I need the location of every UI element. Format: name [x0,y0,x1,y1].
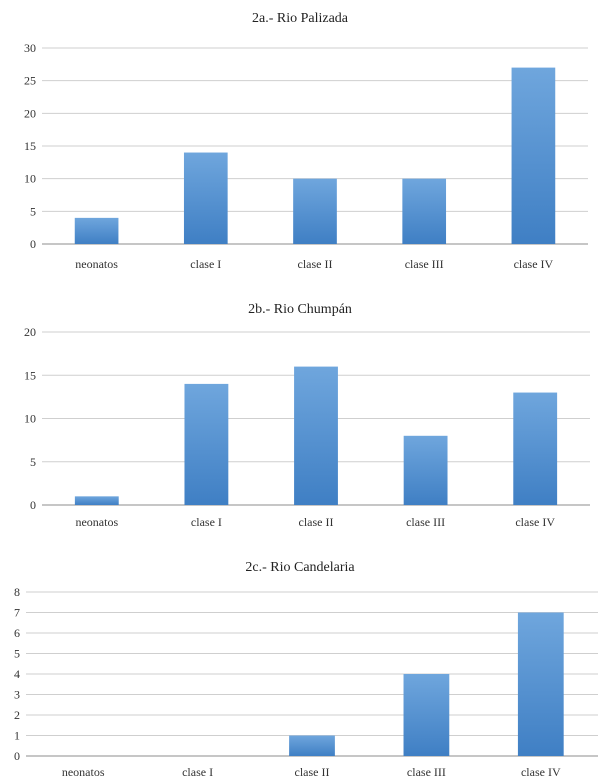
x-tick-label: clase III [405,257,444,271]
y-tick-label: 6 [14,626,20,640]
y-tick-label: 4 [14,667,20,681]
x-tick-label: clase IV [515,515,555,529]
chart-title-chumpan: 2b.- Rio Chumpán [248,302,352,317]
bars-palizada [74,67,556,244]
x-tick-label: clase III [406,515,445,529]
y-tick-label: 1 [14,729,20,743]
bar-neonatos [74,217,119,244]
bar-clase-iv [511,67,556,244]
y-tick-label: 20 [24,325,36,339]
bar-clase-i [183,152,228,244]
x-tick-label: clase II [299,515,334,529]
y-tick-label: 7 [14,606,20,620]
y-tick-label: 10 [24,412,36,426]
y-ticks-candelaria: 0 1 2 3 4 5 6 7 8 [14,585,598,763]
x-tick-label: clase I [191,515,222,529]
bar-clase-ii [289,735,335,756]
bar-clase-i [184,383,229,505]
bar-clase-iii [403,435,448,505]
y-tick-label: 10 [24,172,36,186]
y-tick-label: 5 [30,455,36,469]
x-tick-label: clase I [182,765,213,779]
y-tick-label: 25 [24,74,36,88]
bar-clase-iv [513,392,558,505]
chart-title-palizada: 2a.- Rio Palizada [252,11,349,26]
y-tick-label: 0 [14,749,20,763]
x-tick-label: neonatos [75,515,118,529]
y-tick-label: 2 [14,708,20,722]
chart-rio-palizada: 2a.- Rio Palizada 0 5 10 15 20 25 30 neonatos c… [24,11,588,271]
bars-chumpan [74,366,558,505]
y-tick-label: 5 [14,647,20,661]
bar-clase-iv [517,612,564,756]
bar-clase-iii [402,178,447,244]
x-tick-label: clase I [190,257,221,271]
y-tick-label: 0 [30,237,36,251]
y-tick-label: 20 [24,106,36,120]
y-tick-label: 15 [24,139,36,153]
x-tick-label: neonatos [62,765,105,779]
x-tick-label: clase IV [514,257,554,271]
x-tick-label: clase II [298,257,333,271]
x-labels-candelaria: neonatos clase I clase II clase III clase IV [62,765,561,779]
bar-clase-ii [294,366,338,505]
y-tick-label: 8 [14,585,20,599]
x-tick-label: clase II [295,765,330,779]
bar-clase-iii [403,674,450,756]
x-tick-label: neonatos [75,257,118,271]
x-tick-label: clase IV [521,765,561,779]
x-tick-label: clase III [407,765,446,779]
bar-clase-ii [293,178,337,244]
chart-rio-candelaria: 2c.- Rio Candelaria 0 1 2 3 4 5 6 7 8 neonatos cl… [14,560,598,779]
y-tick-label: 0 [30,498,36,512]
y-tick-label: 15 [24,368,36,382]
bar-neonatos [74,496,119,505]
chart-rio-chumpan: 2b.- Rio Chumpán 0 5 10 15 20 neonatos clase … [24,302,590,529]
x-labels-chumpan: neonatos clase I clase II clase III clase IV [75,515,555,529]
bars-candelaria [289,612,564,756]
chart-title-candelaria: 2c.- Rio Candelaria [245,560,355,575]
y-tick-label: 3 [14,688,20,702]
x-labels-palizada: neonatos clase I clase II clase III clase IV [75,257,553,271]
y-tick-label: 5 [30,204,36,218]
y-tick-label: 30 [24,41,36,55]
y-ticks-palizada: 0 5 10 15 20 25 30 [24,41,588,251]
